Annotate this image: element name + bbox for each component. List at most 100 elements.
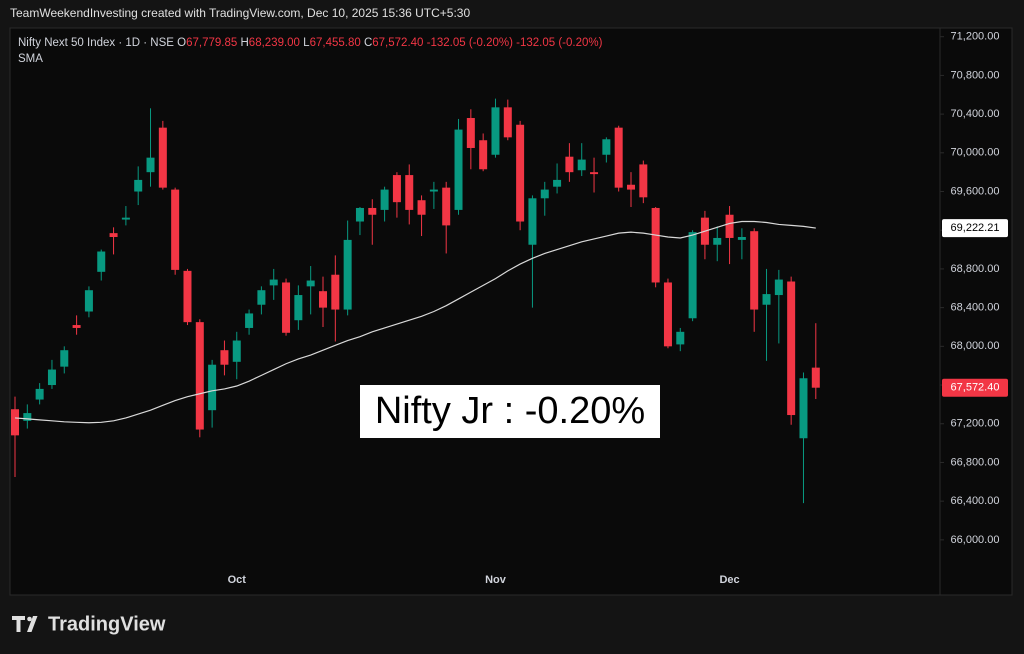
candle-body <box>183 270 192 323</box>
candle-body <box>663 282 672 347</box>
candle-body <box>72 325 81 328</box>
watermark: TradingView <box>48 613 166 635</box>
candle-body <box>257 290 266 305</box>
sma-price-tag <box>942 219 1008 238</box>
candle-body <box>35 388 44 400</box>
candle-body <box>540 189 549 199</box>
ohlc-key: C <box>364 37 372 49</box>
candle-body <box>109 233 118 237</box>
x-tick-label: Dec <box>719 574 739 586</box>
candle-body <box>577 159 586 171</box>
y-tick-label: 69,600.00 <box>951 185 1000 197</box>
ohlc-value: 68,239.00 <box>249 37 300 49</box>
close-price-tag <box>942 378 1008 397</box>
candle-body <box>787 281 796 416</box>
candle-body <box>23 413 32 421</box>
candle-body <box>627 184 635 190</box>
header: TeamWeekendInvesting created with Tradin… <box>10 6 470 20</box>
candle-body <box>269 279 278 286</box>
candle-body <box>134 179 143 192</box>
y-tick-label: 66,400.00 <box>951 495 1000 507</box>
ohlc-key: L <box>303 37 310 49</box>
candle-body <box>713 237 722 245</box>
candle-body <box>306 280 315 287</box>
candle-body <box>331 274 340 310</box>
candle-body <box>491 107 500 155</box>
candle-body <box>146 157 155 173</box>
candle-body <box>47 369 56 386</box>
logo: TradingView <box>12 613 166 635</box>
candle-body <box>158 127 167 188</box>
candle-body <box>429 189 438 192</box>
legend: Nifty Next 50 Index · 1D · NSE O67,779.8… <box>18 37 603 49</box>
y-tick-label: 70,000.00 <box>951 147 1000 159</box>
candle-body <box>232 340 241 362</box>
candle-body <box>553 179 562 187</box>
y-tick-label: 71,200.00 <box>951 31 1000 43</box>
candle-body <box>725 214 734 238</box>
y-tick-label: 66,000.00 <box>951 534 1000 546</box>
candle-body <box>466 117 475 148</box>
y-tick-label: 68,000.00 <box>951 340 1000 352</box>
candle-body <box>799 378 808 439</box>
change: -132.05 (-0.20%) <box>427 37 513 49</box>
candle-body <box>442 187 451 226</box>
candle-body <box>639 164 648 198</box>
candle-body <box>121 217 130 220</box>
candle-body <box>565 156 574 173</box>
y-tick-label: 66,800.00 <box>951 456 1000 468</box>
sma-line <box>14 220 816 424</box>
candle-body <box>220 350 229 365</box>
annotation-box <box>360 385 660 438</box>
candle-body <box>195 322 204 430</box>
symbol: Nifty Next 50 Index · 1D · NSE <box>18 37 174 49</box>
candle-body <box>282 282 291 333</box>
y-tick-label: 68,400.00 <box>951 302 1000 314</box>
candle-body <box>97 251 106 272</box>
change: -132.05 (-0.20%) <box>516 37 602 49</box>
close-price-label: 67,572.40 <box>951 382 1000 394</box>
candle-body <box>11 409 19 436</box>
candle-body <box>651 207 660 283</box>
candle-body <box>343 239 352 310</box>
candle-body <box>171 189 180 270</box>
candle-body <box>811 367 820 388</box>
candle-body <box>688 232 697 319</box>
plot: 66,000.0066,400.0066,800.0067,200.0067,6… <box>11 31 1008 586</box>
candle-body <box>245 313 254 328</box>
sma-price-label: 69,222.21 <box>951 222 1000 234</box>
candle-body <box>454 129 463 210</box>
candle-body <box>503 107 512 138</box>
ohlc-key: O <box>177 37 186 49</box>
ohlc-value: 67,455.80 <box>310 37 361 49</box>
logo-dot <box>27 616 32 622</box>
candle-body <box>319 291 327 308</box>
candle-body <box>208 364 217 411</box>
candle-body <box>368 207 377 215</box>
ohlc-key: H <box>240 37 248 49</box>
candle-body <box>392 175 401 203</box>
candle-body <box>774 279 783 296</box>
candle-body <box>590 172 599 175</box>
ohlc-value: 67,572.40 <box>372 37 423 49</box>
x-tick-label: Oct <box>228 574 247 586</box>
candle-body <box>737 236 746 240</box>
y-tick-label: 70,400.00 <box>951 108 1000 120</box>
ohlc-value: 67,779.85 <box>186 37 237 49</box>
candle-body <box>614 127 623 188</box>
candle-body <box>417 200 426 215</box>
logo-icon <box>12 616 38 632</box>
candle-body <box>60 350 69 367</box>
candle-body <box>676 331 685 345</box>
candle-body <box>762 294 771 305</box>
candle-body <box>602 139 611 155</box>
y-tick-label: 70,800.00 <box>951 69 1000 81</box>
candle-body <box>479 140 488 170</box>
y-tick-label: 68,800.00 <box>951 263 1000 275</box>
annotation: Nifty Jr : -0.20% <box>375 390 645 432</box>
candle-body <box>528 198 537 245</box>
candle-body <box>516 124 525 222</box>
candle-body <box>405 175 414 210</box>
candle-body <box>355 207 364 222</box>
